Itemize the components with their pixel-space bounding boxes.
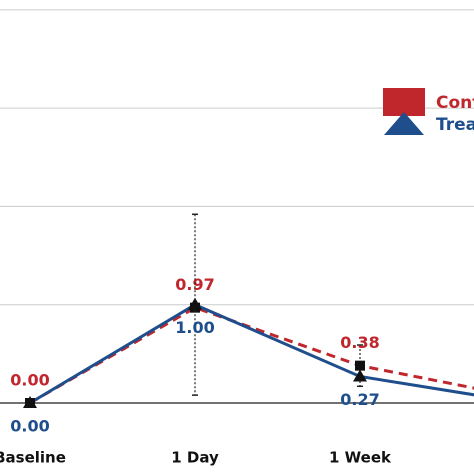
marker (188, 297, 202, 310)
series-line (29, 303, 474, 405)
marker (355, 360, 365, 371)
legend-label: Control (436, 93, 474, 113)
legend-swatch (383, 88, 425, 116)
series-line (29, 306, 474, 405)
data-label: 0.27 (340, 390, 379, 409)
legend-swatch (384, 112, 424, 135)
marker (353, 369, 367, 382)
marker (23, 396, 37, 408)
x-tick-label: 1 Day (171, 449, 219, 467)
data-label: 0.97 (175, 275, 214, 294)
data-label: 0.38 (340, 333, 379, 352)
legend-label: Treatment (436, 115, 474, 135)
x-tick-label: Baseline (0, 449, 66, 467)
data-label: 0.00 (10, 371, 49, 390)
data-label: 1.00 (175, 318, 214, 337)
x-tick-label: 1 Week (329, 449, 392, 467)
data-label: 0.00 (10, 417, 49, 436)
